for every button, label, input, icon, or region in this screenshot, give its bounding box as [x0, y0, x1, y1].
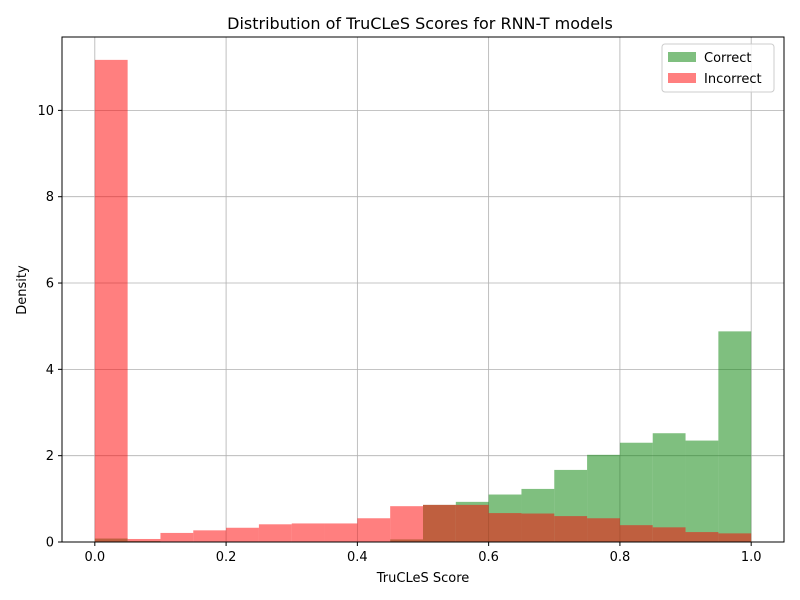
- x-axis-label: TruCLeS Score: [376, 571, 470, 586]
- y-tick-label: 6: [46, 277, 54, 292]
- y-axis-label: Density: [15, 265, 30, 315]
- y-tick-label: 10: [37, 104, 54, 119]
- bar-incorrect-2: [160, 532, 194, 542]
- bar-incorrect-4: [226, 527, 259, 542]
- legend-label-incorrect: Incorrect: [704, 72, 762, 87]
- bar-incorrect-3: [193, 530, 227, 542]
- x-tick-label: 0.0: [84, 550, 105, 565]
- bar-incorrect-16: [619, 525, 653, 542]
- axis-ticks: 0.0 0.2 0.4 0.6 0.8 1.0 0 2 4 6 8 10: [37, 104, 761, 565]
- bar-incorrect-11: [455, 504, 489, 542]
- legend-swatch-correct: [668, 52, 696, 62]
- bar-incorrect-17: [652, 527, 686, 542]
- bar-incorrect-15: [587, 518, 620, 542]
- bar-incorrect-18: [685, 532, 719, 542]
- bar-incorrect-13: [521, 513, 555, 542]
- y-tick-label: 8: [46, 190, 54, 205]
- bar-correct-19: [718, 331, 752, 542]
- bar-incorrect-7: [324, 523, 358, 542]
- x-tick-label: 0.4: [347, 550, 368, 565]
- bar-incorrect-5: [258, 524, 292, 542]
- x-tick-label: 0.6: [478, 550, 499, 565]
- bar-incorrect-9: [390, 506, 423, 542]
- legend-label-correct: Correct: [704, 51, 751, 66]
- bar-correct-18: [685, 440, 719, 542]
- legend: Correct Incorrect: [661, 43, 775, 93]
- bar-correct-17: [652, 433, 686, 542]
- x-tick-label: 1.0: [741, 550, 762, 565]
- chart-title: Distribution of TruCLeS Scores for RNN-T…: [227, 14, 613, 33]
- plot-frame: [61, 36, 785, 543]
- y-tick-label: 0: [46, 536, 54, 551]
- bar-incorrect-1: [127, 538, 161, 542]
- bar-incorrect-6: [291, 523, 325, 542]
- bar-incorrect-0: [94, 59, 128, 542]
- bar-incorrect-14: [554, 516, 588, 542]
- x-tick-label: 0.8: [610, 550, 631, 565]
- bar-incorrect-12: [488, 513, 522, 542]
- bar-incorrect-8: [357, 518, 391, 542]
- x-tick-label: 0.2: [216, 550, 237, 565]
- bar-incorrect-19: [718, 533, 752, 542]
- bar-incorrect-10: [423, 504, 456, 542]
- legend-swatch-incorrect: [668, 73, 696, 83]
- y-tick-label: 4: [46, 363, 54, 378]
- y-tick-label: 2: [46, 449, 54, 464]
- bars-group: [94, 59, 752, 542]
